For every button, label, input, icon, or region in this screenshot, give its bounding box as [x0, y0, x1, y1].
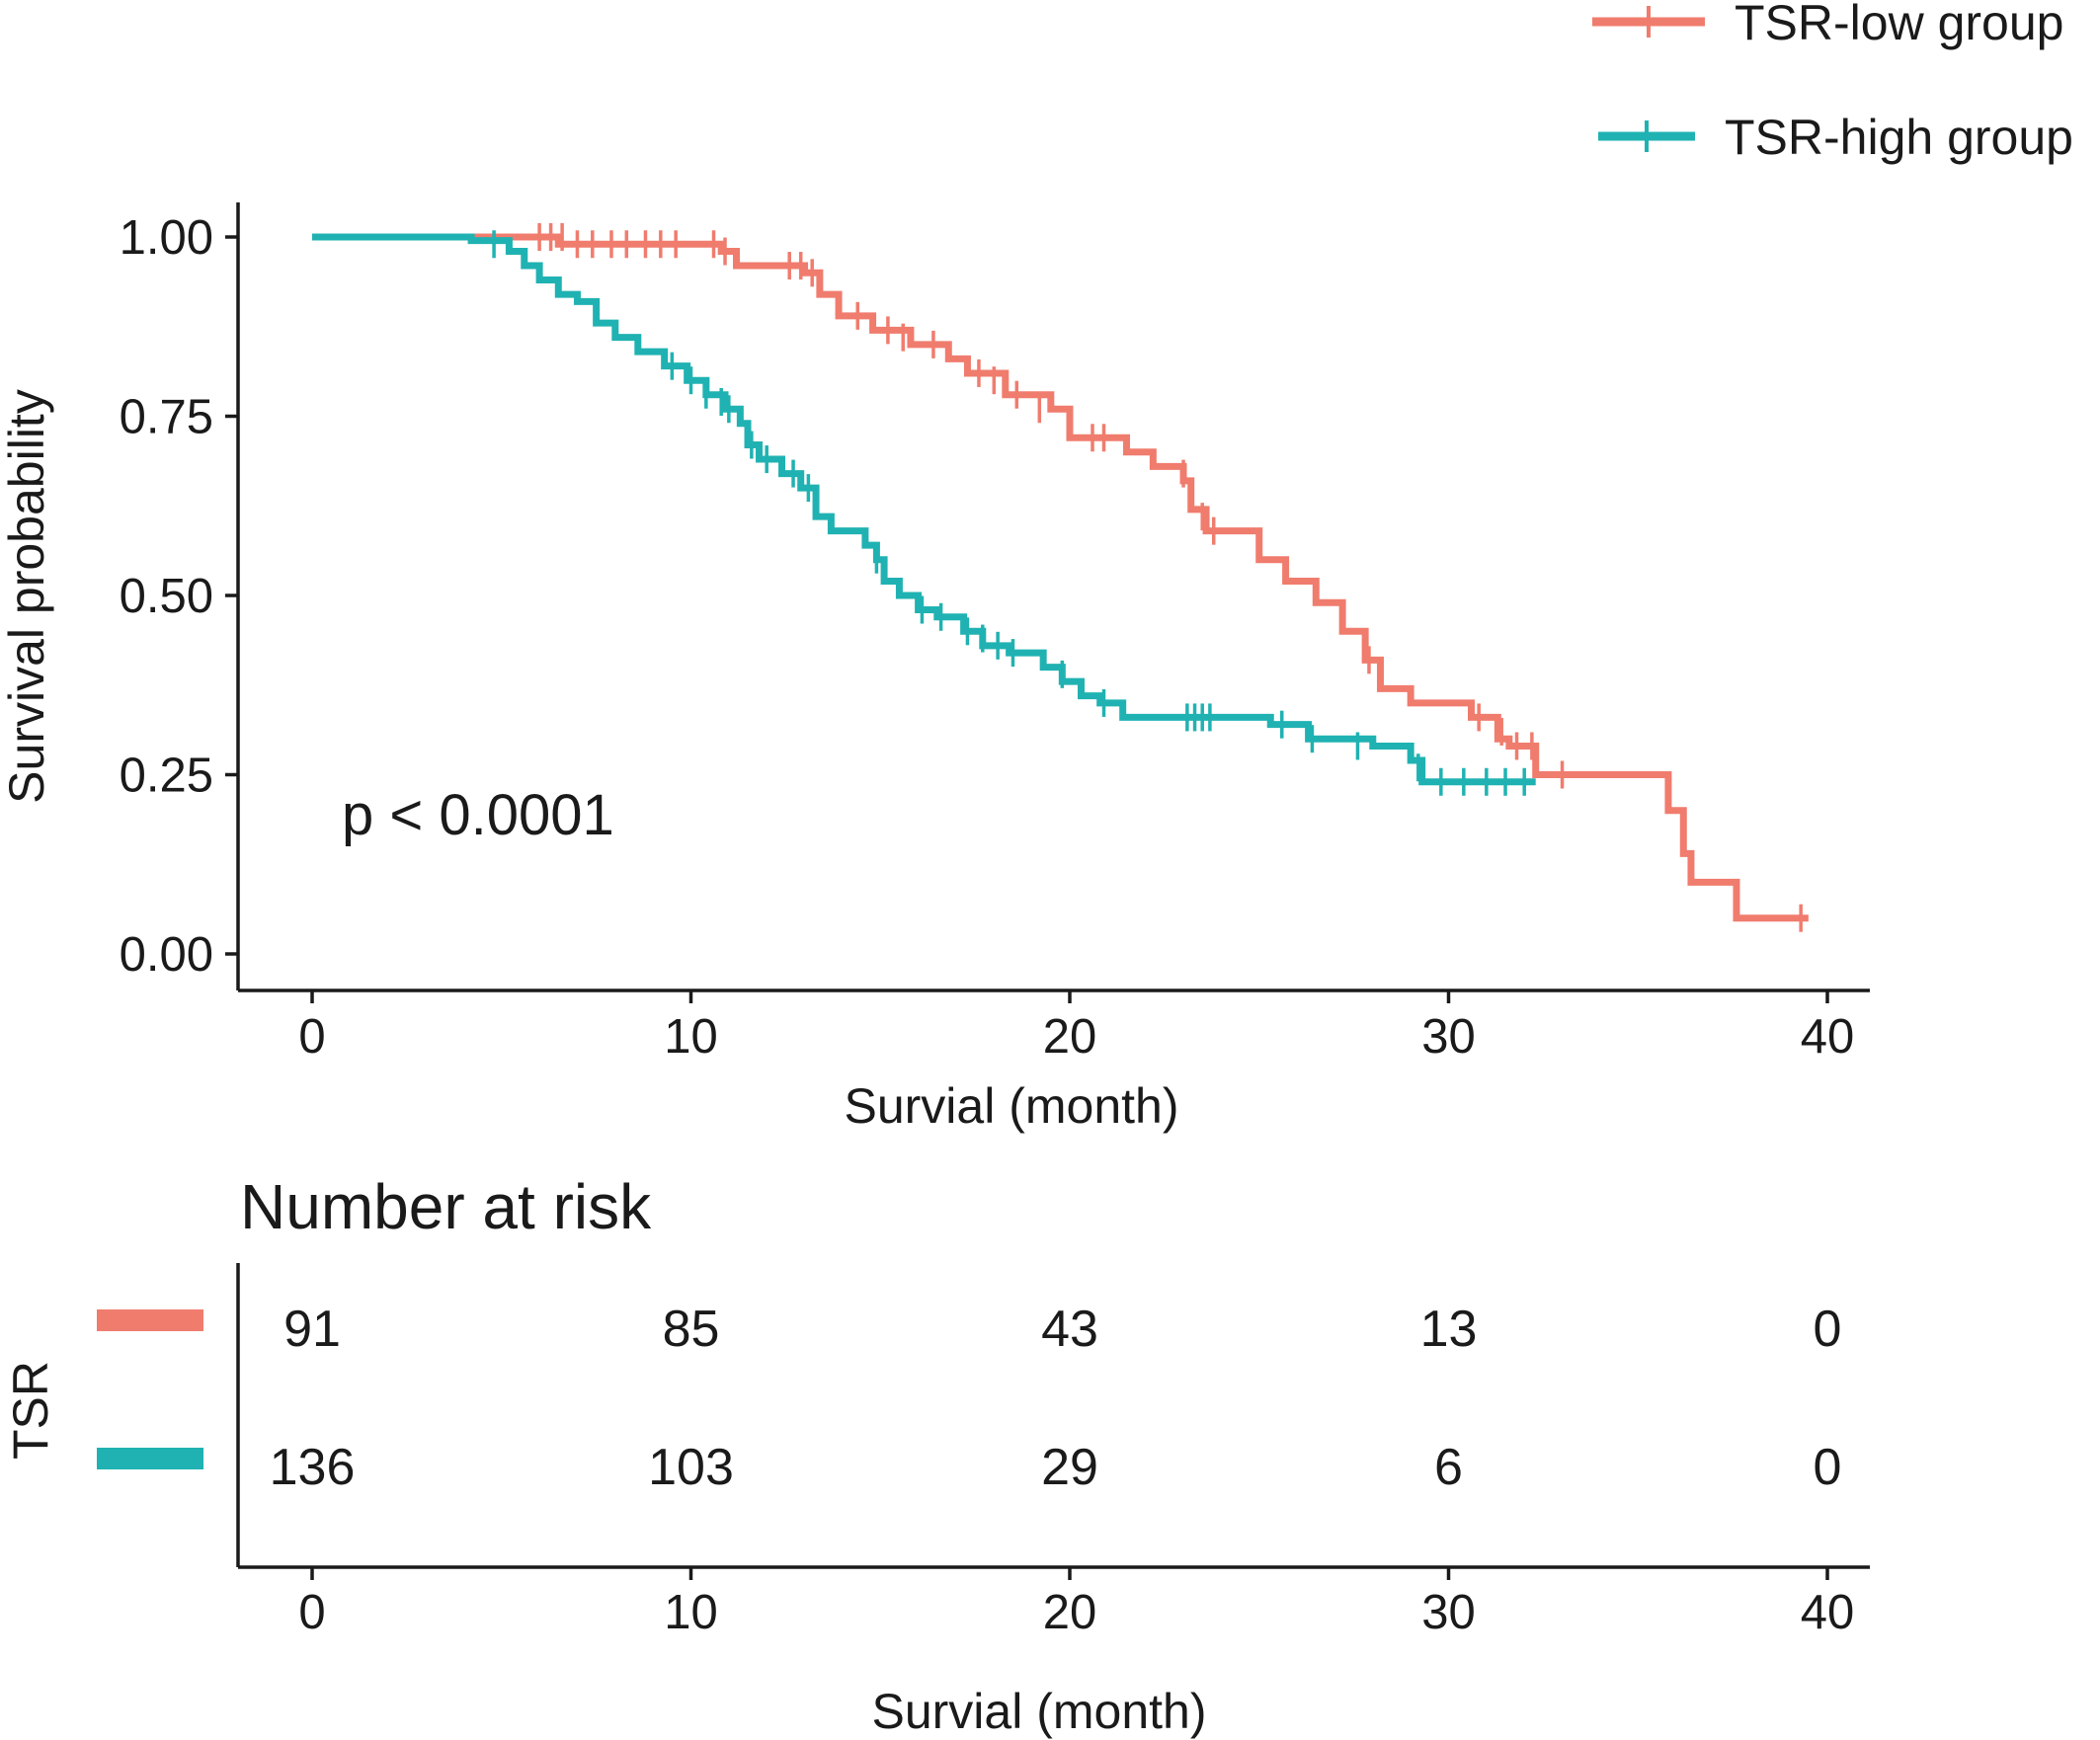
y-axis-ticks: 0.00 0.25 0.50 0.75 1.00: [120, 211, 238, 982]
x-axis: 0 10 20 30 40: [238, 989, 1870, 1064]
x-axis-ticks: 0 10 20 30 40: [298, 990, 1854, 1064]
legend-item-tsr-high: TSR-high group: [1598, 110, 2073, 165]
y-axis-title: Survival probability: [0, 389, 54, 804]
series-tsr-low: [312, 223, 1809, 932]
risk-count-cell: 0: [1814, 1301, 1842, 1358]
x-tick-label: 20: [1043, 1010, 1097, 1064]
legend-item-tsr-low: TSR-low group: [1592, 0, 2063, 50]
risk-count-cell: 13: [1420, 1301, 1478, 1358]
risk-count-cell: 0: [1814, 1439, 1842, 1496]
y-tick-label: 0.50: [120, 570, 213, 623]
x-tick-label: 0: [298, 1010, 325, 1064]
y-tick-label: 0.75: [120, 391, 213, 444]
y-axis: 0.00 0.25 0.50 0.75 1.00: [120, 202, 240, 990]
series-tsr-high: [312, 230, 1536, 796]
risk-table-x-axis-title: Survial (month): [872, 1684, 1207, 1739]
x-tick-label: 30: [1421, 1010, 1476, 1064]
y-tick-label: 0.25: [120, 750, 213, 803]
risk-count-cell: 91: [283, 1301, 341, 1358]
legend-label-tsr-low: TSR-low group: [1735, 0, 2063, 50]
risk-x-tick-label: 0: [298, 1586, 325, 1639]
risk-table-cells: 91 85 43 13 0 136 103 29 6 0: [270, 1301, 1842, 1496]
risk-count-cell: 29: [1041, 1439, 1098, 1496]
y-tick-label: 1.00: [120, 211, 213, 265]
risk-count-cell: 43: [1041, 1301, 1098, 1358]
survival-curve-line: [312, 233, 1536, 786]
risk-count-cell: 6: [1434, 1439, 1463, 1496]
p-value-annotation: p < 0.0001: [342, 783, 614, 847]
risk-count-cell: 103: [648, 1439, 734, 1496]
risk-table-x-ticks: 0 10 20 30 40: [298, 1567, 1854, 1639]
risk-x-tick-label: 30: [1421, 1586, 1476, 1639]
legend-label-tsr-high: TSR-high group: [1725, 110, 2073, 165]
risk-table-swatches: [97, 1309, 203, 1469]
x-axis-title: Survial (month): [845, 1078, 1179, 1134]
risk-x-tick-label: 40: [1801, 1586, 1855, 1639]
x-tick-label: 10: [664, 1010, 718, 1064]
x-tick-label: 40: [1801, 1010, 1855, 1064]
survival-curves: [312, 223, 1809, 932]
legend: TSR-low group TSR-high group: [1592, 0, 2073, 165]
risk-count-cell: 85: [663, 1301, 720, 1358]
risk-x-tick-label: 10: [664, 1586, 718, 1639]
risk-count-cell: 136: [270, 1439, 356, 1496]
y-tick-label: 0.00: [120, 928, 213, 982]
risk-x-tick-label: 20: [1043, 1586, 1097, 1639]
risk-table-strata-label: TSR: [3, 1361, 58, 1460]
risk-table-title: Number at risk: [240, 1171, 652, 1242]
